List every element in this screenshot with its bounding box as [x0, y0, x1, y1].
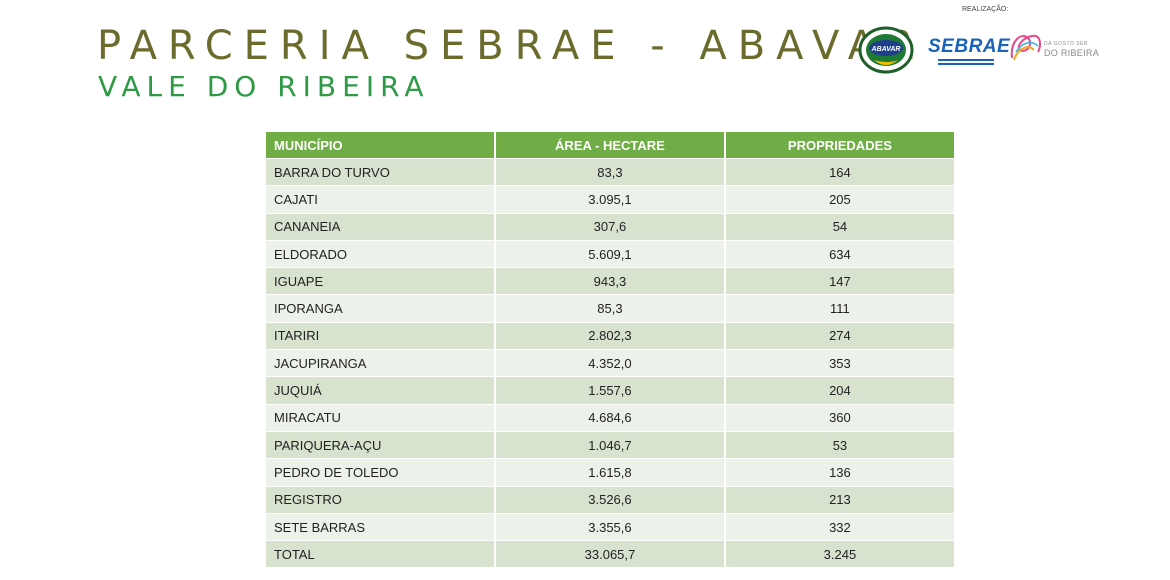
cell-propriedades: 53 [724, 430, 954, 459]
table-row: CANANEIA 307,6 54 [266, 212, 954, 241]
cell-propriedades: 147 [724, 267, 954, 295]
cell-area: 33.065,7 [495, 540, 726, 568]
ribeira-logo: DÁ GOSTO SER DO RIBEIRA [1008, 30, 1100, 66]
table-row: ELDORADO 5.609,1 634 [266, 239, 954, 268]
cell-propriedades: 634 [724, 239, 954, 268]
sebrae-logo-text: SEBRAE [928, 36, 1011, 57]
table-header-row: MUNICÍPIO ÁREA - HECTARE PROPRIEDADES [266, 132, 954, 159]
cell-area: 307,6 [495, 212, 726, 241]
cell-municipio: PARIQUERA-AÇU [266, 430, 497, 459]
cell-area: 1.046,7 [495, 430, 726, 459]
cell-propriedades: 213 [724, 485, 954, 514]
cell-municipio: MIRACATU [266, 403, 497, 432]
sebrae-logo: SEBRAE [928, 36, 1010, 70]
cell-propriedades: 164 [724, 157, 954, 186]
cell-area: 4.352,0 [495, 349, 726, 377]
cell-propriedades: 360 [724, 403, 954, 432]
cell-area: 3.526,6 [495, 485, 726, 514]
ribeira-tagline-small: DÁ GOSTO SER [1044, 41, 1088, 47]
cell-propriedades: 353 [724, 349, 954, 377]
cell-propriedades: 204 [724, 376, 954, 405]
cell-area: 1.557,6 [495, 376, 726, 405]
table-row: CAJATI 3.095,1 205 [266, 185, 954, 214]
table-row: IGUAPE 943,3 147 [266, 267, 954, 295]
cell-municipio: JUQUIÁ [266, 376, 497, 405]
cell-municipio: ELDORADO [266, 239, 497, 268]
table-row: REGISTRO 3.526,6 213 [266, 485, 954, 514]
table-row: PARIQUERA-AÇU 1.046,7 53 [266, 430, 954, 459]
cell-propriedades: 3.245 [724, 540, 954, 568]
ribeira-tagline: DO RIBEIRA [1044, 48, 1100, 58]
cell-propriedades: 205 [724, 185, 954, 214]
table-row: SETE BARRAS 3.355,6 332 [266, 512, 954, 541]
cell-propriedades: 54 [724, 212, 954, 241]
page-title: PARCERIA SEBRAE - ABAVAR [97, 23, 925, 69]
column-header-area: ÁREA - HECTARE [495, 132, 726, 159]
cell-municipio: PEDRO DE TOLEDO [266, 458, 497, 487]
cell-municipio: JACUPIRANGA [266, 349, 497, 377]
realizacao-label: REALIZAÇÃO: [962, 6, 1009, 13]
cell-municipio: TOTAL [266, 540, 497, 568]
cell-municipio: CAJATI [266, 185, 497, 214]
cell-propriedades: 332 [724, 512, 954, 541]
abavar-logo: ABAVAR [858, 26, 914, 74]
column-header-municipio: MUNICÍPIO [266, 132, 497, 159]
cell-municipio: BARRA DO TURVO [266, 157, 497, 186]
cell-municipio: ITARIRI [266, 321, 497, 350]
table-row: IPORANGA 85,3 111 [266, 294, 954, 323]
cell-area: 3.355,6 [495, 512, 726, 541]
ribeira-logo-mark [1010, 34, 1041, 61]
table-row: ITARIRI 2.802,3 274 [266, 321, 954, 350]
cell-area: 3.095,1 [495, 185, 726, 214]
municipios-table: MUNICÍPIO ÁREA - HECTARE PROPRIEDADES BA… [266, 132, 954, 568]
table-row: JACUPIRANGA 4.352,0 353 [266, 349, 954, 377]
sebrae-logo-bars [938, 59, 994, 69]
cell-area: 943,3 [495, 267, 726, 295]
cell-municipio: REGISTRO [266, 485, 497, 514]
table-row: JUQUIÁ 1.557,6 204 [266, 376, 954, 405]
cell-municipio: IGUAPE [266, 267, 497, 295]
cell-propriedades: 111 [724, 294, 954, 323]
column-header-propriedades: PROPRIEDADES [724, 132, 954, 159]
cell-municipio: SETE BARRAS [266, 512, 497, 541]
cell-area: 83,3 [495, 157, 726, 186]
cell-area: 5.609,1 [495, 239, 726, 268]
table-row: MIRACATU 4.684,6 360 [266, 403, 954, 432]
abavar-logo-text: ABAVAR [871, 46, 901, 53]
table-row: PEDRO DE TOLEDO 1.615,8 136 [266, 458, 954, 487]
cell-area: 85,3 [495, 294, 726, 323]
table-row-total: TOTAL 33.065,7 3.245 [266, 540, 954, 568]
cell-municipio: CANANEIA [266, 212, 497, 241]
page-subtitle: VALE DO RIBEIRA [98, 70, 430, 103]
table-row: BARRA DO TURVO 83,3 164 [266, 157, 954, 186]
cell-area: 4.684,6 [495, 403, 726, 432]
cell-municipio: IPORANGA [266, 294, 497, 323]
partner-logos: ABAVAR SEBRAE DÁ GOSTO SER DO RIBEIRA [858, 26, 1100, 76]
cell-propriedades: 274 [724, 321, 954, 350]
cell-area: 2.802,3 [495, 321, 726, 350]
cell-propriedades: 136 [724, 458, 954, 487]
cell-area: 1.615,8 [495, 458, 726, 487]
